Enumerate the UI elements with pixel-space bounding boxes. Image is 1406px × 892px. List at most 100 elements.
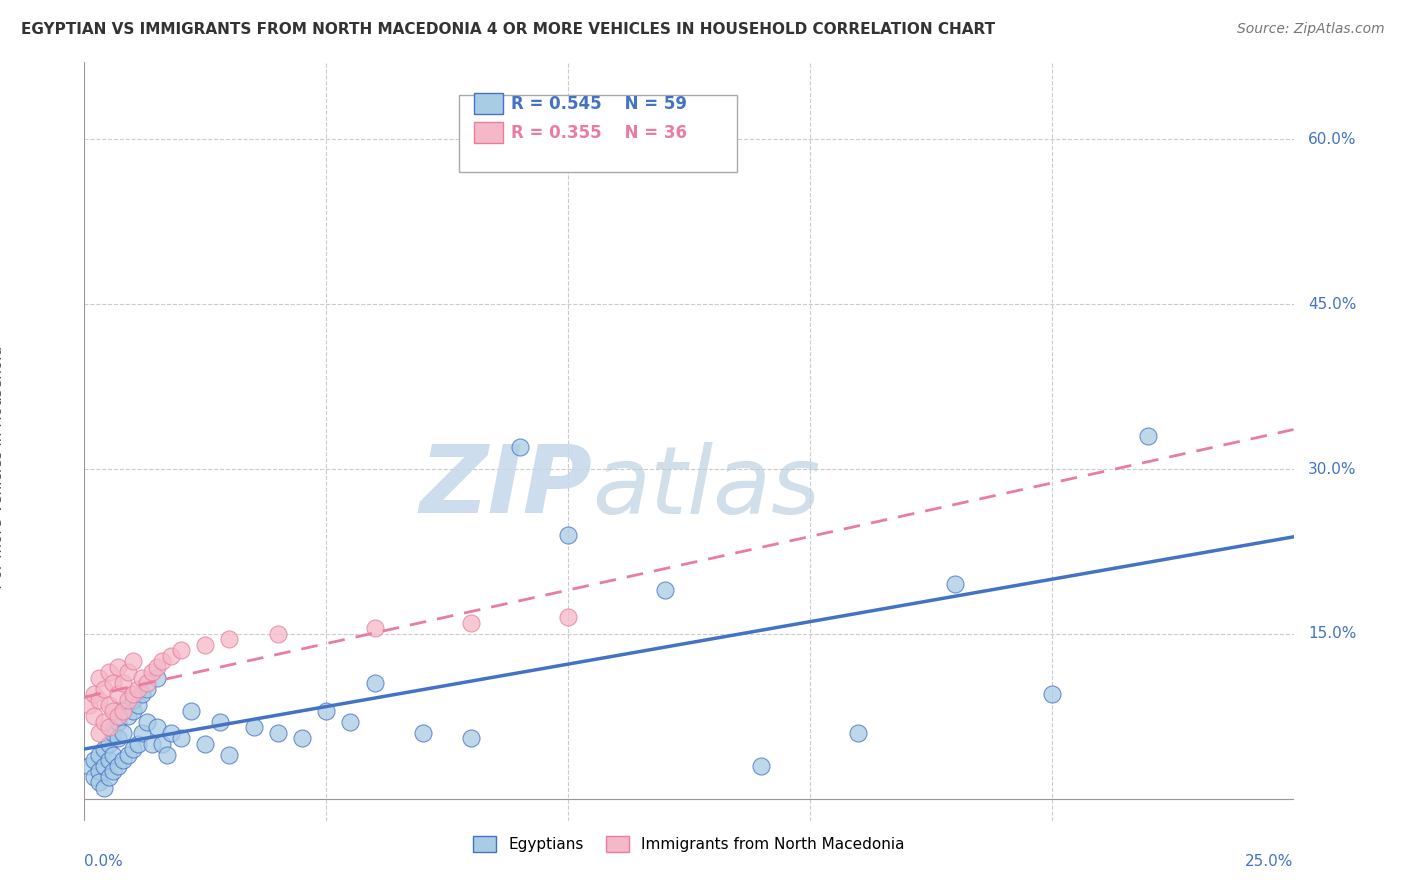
Point xyxy=(87,671,110,685)
Point xyxy=(131,687,153,701)
Point xyxy=(136,681,159,696)
Point xyxy=(218,747,240,762)
FancyBboxPatch shape xyxy=(474,93,503,114)
Point xyxy=(93,742,115,756)
Point xyxy=(112,676,135,690)
Point xyxy=(112,753,135,767)
Point xyxy=(141,737,163,751)
Point xyxy=(170,731,193,746)
Point xyxy=(1137,429,1160,443)
Point xyxy=(460,615,482,630)
Point xyxy=(150,654,173,668)
Point xyxy=(87,775,110,789)
Text: 60.0%: 60.0% xyxy=(1308,132,1357,147)
Point xyxy=(363,621,385,635)
Point xyxy=(93,714,115,729)
Point xyxy=(654,582,676,597)
Point xyxy=(146,720,169,734)
Point xyxy=(136,714,159,729)
Point xyxy=(267,627,290,641)
Point xyxy=(107,731,129,746)
Point xyxy=(412,725,434,739)
Point xyxy=(112,704,135,718)
Point xyxy=(557,610,579,624)
Point xyxy=(460,731,482,746)
Point xyxy=(943,577,966,591)
Point xyxy=(218,632,240,647)
Point xyxy=(131,671,153,685)
Point xyxy=(127,681,149,696)
Point xyxy=(87,692,110,706)
Point xyxy=(97,698,120,713)
Point xyxy=(1040,687,1063,701)
Point xyxy=(103,676,125,690)
Point xyxy=(146,660,169,674)
Point xyxy=(77,758,100,772)
Text: 15.0%: 15.0% xyxy=(1308,626,1357,641)
Text: R = 0.355    N = 36: R = 0.355 N = 36 xyxy=(512,124,688,142)
Point xyxy=(107,660,129,674)
Point xyxy=(103,725,125,739)
Point xyxy=(83,753,105,767)
Point xyxy=(103,764,125,779)
FancyBboxPatch shape xyxy=(474,121,503,143)
Point xyxy=(339,714,361,729)
Point xyxy=(315,704,337,718)
Point xyxy=(150,737,173,751)
Point xyxy=(194,638,217,652)
Text: EGYPTIAN VS IMMIGRANTS FROM NORTH MACEDONIA 4 OR MORE VEHICLES IN HOUSEHOLD CORR: EGYPTIAN VS IMMIGRANTS FROM NORTH MACEDO… xyxy=(21,22,995,37)
Point xyxy=(131,725,153,739)
Point xyxy=(87,725,110,739)
Point xyxy=(751,758,773,772)
Point xyxy=(83,687,105,701)
Point xyxy=(112,704,135,718)
Text: R = 0.545    N = 59: R = 0.545 N = 59 xyxy=(512,95,688,113)
Point xyxy=(117,665,139,680)
Point xyxy=(117,747,139,762)
Point xyxy=(103,704,125,718)
Point xyxy=(136,676,159,690)
Text: 30.0%: 30.0% xyxy=(1308,461,1357,476)
Point xyxy=(103,747,125,762)
Text: atlas: atlas xyxy=(592,442,821,533)
Text: 25.0%: 25.0% xyxy=(1246,854,1294,869)
Point xyxy=(141,665,163,680)
Point xyxy=(93,758,115,772)
Point xyxy=(170,643,193,657)
Point xyxy=(77,698,100,713)
Point xyxy=(121,654,143,668)
Point xyxy=(127,737,149,751)
Point xyxy=(267,725,290,739)
Point xyxy=(93,681,115,696)
Point xyxy=(107,714,129,729)
Point xyxy=(97,720,120,734)
Text: 0.0%: 0.0% xyxy=(84,854,124,869)
Point xyxy=(160,725,183,739)
Point xyxy=(117,709,139,723)
Point xyxy=(242,720,264,734)
Text: 45.0%: 45.0% xyxy=(1308,297,1357,311)
Point xyxy=(160,648,183,663)
Point xyxy=(363,676,385,690)
Point xyxy=(97,770,120,784)
Point xyxy=(97,665,120,680)
Legend: Egyptians, Immigrants from North Macedonia: Egyptians, Immigrants from North Macedon… xyxy=(467,830,911,858)
Point xyxy=(146,671,169,685)
Point xyxy=(107,709,129,723)
Point xyxy=(127,698,149,713)
Point xyxy=(97,737,120,751)
FancyBboxPatch shape xyxy=(460,95,737,172)
Point xyxy=(208,714,231,729)
Point xyxy=(121,687,143,701)
Text: 4 or more Vehicles in Household: 4 or more Vehicles in Household xyxy=(0,345,4,592)
Text: ZIP: ZIP xyxy=(419,441,592,533)
Point xyxy=(83,770,105,784)
Point xyxy=(117,692,139,706)
Point xyxy=(557,528,579,542)
Point xyxy=(509,440,531,454)
Point xyxy=(83,709,105,723)
Point xyxy=(112,725,135,739)
Point xyxy=(121,692,143,706)
Point xyxy=(846,725,869,739)
Point xyxy=(87,747,110,762)
